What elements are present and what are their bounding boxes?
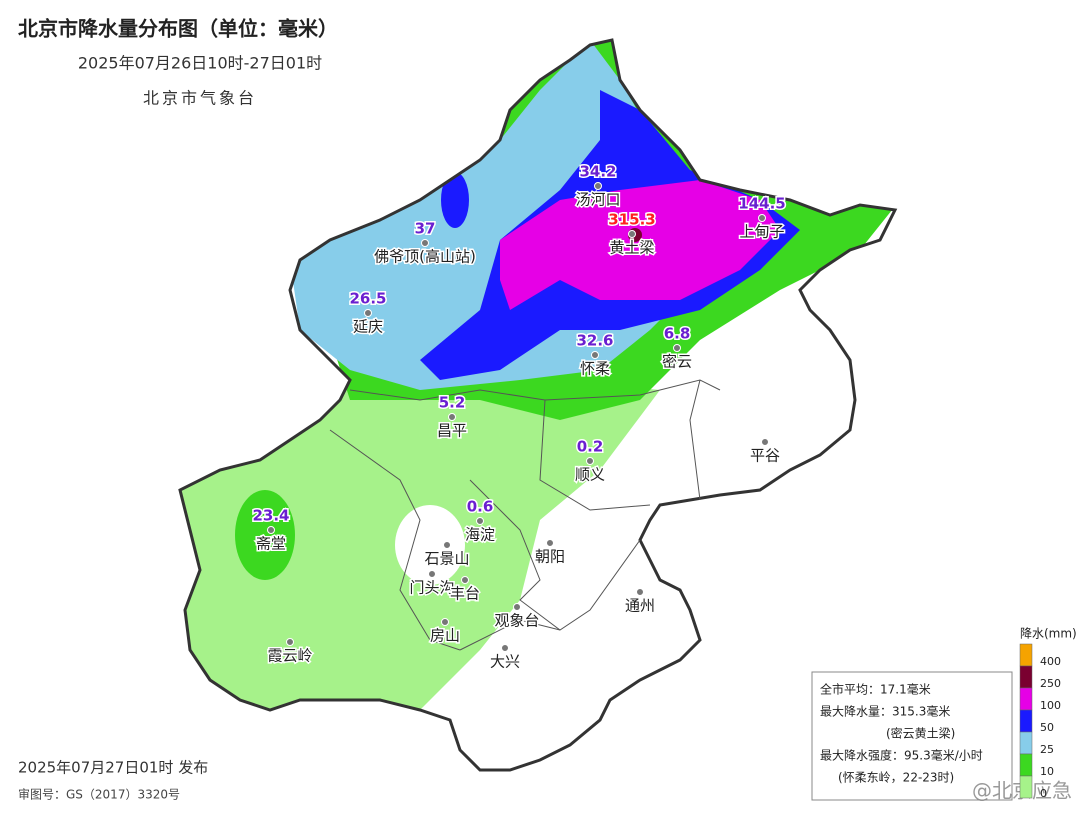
place-dot [501, 644, 509, 652]
station-dot [591, 351, 599, 359]
station-dot [476, 517, 484, 525]
legend-swatch [1019, 775, 1033, 799]
place-name: 霞云岭 [267, 647, 312, 665]
place-name: 房山 [430, 627, 460, 645]
place-dot [461, 576, 469, 584]
station-dot [594, 182, 602, 190]
legend-label: 400 [1040, 655, 1061, 668]
station-name: 汤河口 [575, 191, 620, 209]
info-box [811, 671, 1013, 801]
district-borders [329, 379, 721, 651]
station-value: 5.2 [439, 394, 466, 412]
place-dot [761, 438, 769, 446]
info-line: 最大降水强度：95.3毫米/小时 [820, 748, 983, 763]
info-line: (密云黄土梁) [886, 726, 955, 741]
place-dot [286, 638, 294, 646]
station-name: 佛爷顶(高山站) [374, 248, 476, 266]
no-rain [395, 505, 465, 585]
station-name: 上甸子 [739, 223, 784, 241]
info-line: 最大降水量：315.3毫米 [820, 704, 950, 719]
place-dot [428, 570, 436, 578]
station-name: 怀柔 [580, 360, 610, 378]
info-line: 全市平均：17.1毫米 [820, 682, 931, 697]
place-name: 大兴 [490, 653, 520, 671]
station-name: 斋堂 [256, 535, 286, 553]
legend-swatch [1019, 687, 1033, 711]
station-dot [364, 309, 372, 317]
legend-label: 10 [1040, 765, 1054, 778]
rain-25 [235, 490, 295, 580]
station-dot [586, 457, 594, 465]
place-name: 门头沟 [409, 579, 454, 597]
station-value: 26.5 [349, 290, 386, 308]
place-dot [441, 618, 449, 626]
station-name: 密云 [662, 353, 692, 371]
station-value: 315.3 [608, 211, 655, 229]
legend-swatch [1019, 731, 1033, 755]
legend-swatch [1019, 643, 1033, 667]
station-name: 海淀 [465, 526, 495, 544]
info-line: (怀柔东岭，22-23时) [838, 771, 954, 785]
place-name: 平谷 [750, 447, 780, 465]
legend-swatch [1019, 665, 1033, 689]
rain-250 [500, 180, 780, 310]
station-value: 37 [415, 220, 436, 238]
legend-title: 降水(mm) [1020, 627, 1077, 641]
place-dot [636, 588, 644, 596]
title: 北京市降水量分布图（单位：毫米） [18, 17, 338, 41]
rain-100 [441, 172, 469, 228]
legend-swatch [1019, 753, 1033, 777]
legend-label: 0 [1040, 787, 1047, 800]
place-dot [513, 603, 521, 611]
station-value: 0.2 [577, 438, 604, 456]
subtitle: 2025年07月26日10时-27日01时 [78, 54, 322, 73]
station-dot [267, 526, 275, 534]
station-value: 34.2 [579, 163, 616, 181]
legend-label: 25 [1040, 743, 1054, 756]
station-value: 6.8 [664, 325, 691, 343]
station-dot [758, 214, 766, 222]
station-dot [448, 413, 456, 421]
place-name: 朝阳 [535, 548, 565, 566]
place-name: 丰台 [450, 585, 480, 603]
station-dot [628, 230, 636, 238]
legend-label: 250 [1040, 677, 1061, 690]
station-name: 黄土梁 [609, 239, 654, 257]
legend-label: 50 [1040, 721, 1054, 734]
station-name: 昌平 [437, 422, 467, 440]
station-dot [421, 239, 429, 247]
station-name: 延庆 [353, 318, 383, 336]
agency: 北京市气象台 [143, 89, 257, 108]
place-dot [443, 541, 451, 549]
legend-swatch [1019, 709, 1033, 733]
place-name: 石景山 [424, 550, 469, 568]
place-name: 观象台 [494, 612, 539, 630]
station-value: 144.5 [738, 195, 785, 213]
place-dot [546, 539, 554, 547]
publish-time: 2025年07月27日01时 发布 [18, 759, 208, 777]
station-value: 0.6 [467, 498, 494, 516]
station-value: 32.6 [576, 332, 613, 350]
review-number: 审图号：GS（2017）3320号 [18, 787, 180, 802]
station-value: 23.4 [252, 507, 289, 525]
station-dot [673, 344, 681, 352]
place-name: 通州 [625, 597, 655, 615]
station-name: 顺义 [575, 466, 605, 484]
legend-label: 100 [1040, 699, 1061, 712]
